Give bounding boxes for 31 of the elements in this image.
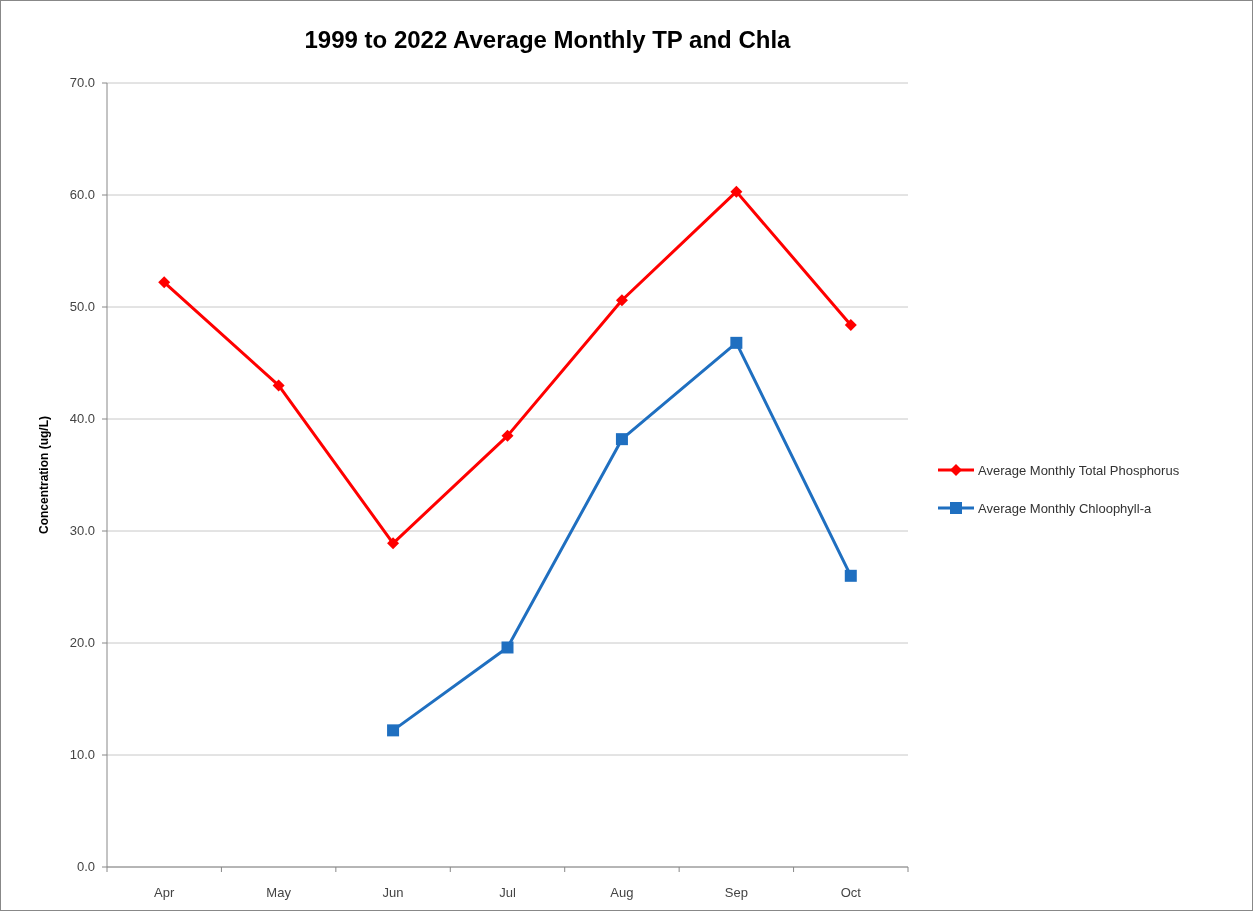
y-tick-label: 40.0 (69, 411, 95, 426)
point (844, 318, 857, 331)
chart-title: 1999 to 2022 Average Monthly TP and Chla (304, 26, 792, 53)
x-tick-label: Sep (724, 885, 748, 900)
point (615, 433, 628, 446)
point (730, 336, 743, 349)
y-tick-label: 0.0 (76, 859, 95, 874)
point (501, 429, 514, 442)
point (501, 641, 514, 654)
x-tick-label: Jun (382, 885, 404, 900)
point (158, 276, 171, 289)
y-tick-label: 50.0 (69, 299, 95, 314)
x-tick-label: Apr (154, 885, 175, 900)
legend-label: Average Monthly Chloophyll-a (978, 501, 1152, 516)
x-tick-label: Jul (499, 885, 516, 900)
legend-label: Average Monthly Total Phosphorus (978, 463, 1180, 478)
y-axis-title: Concentration (ug/L) (37, 416, 51, 534)
point (272, 379, 285, 392)
point (844, 569, 857, 582)
x-tick-label: May (266, 885, 292, 900)
y-tick-label: 30.0 (69, 523, 95, 538)
point (387, 537, 400, 550)
point (730, 185, 743, 198)
point (387, 724, 400, 737)
y-tick-label: 20.0 (69, 635, 95, 650)
y-tick-label: 70.0 (69, 75, 95, 90)
x-tick-label: Oct (840, 885, 862, 900)
point (615, 294, 628, 307)
y-tick-label: 60.0 (69, 187, 95, 202)
y-tick-label: 10.0 (69, 747, 95, 762)
x-tick-label: Aug (610, 885, 634, 900)
